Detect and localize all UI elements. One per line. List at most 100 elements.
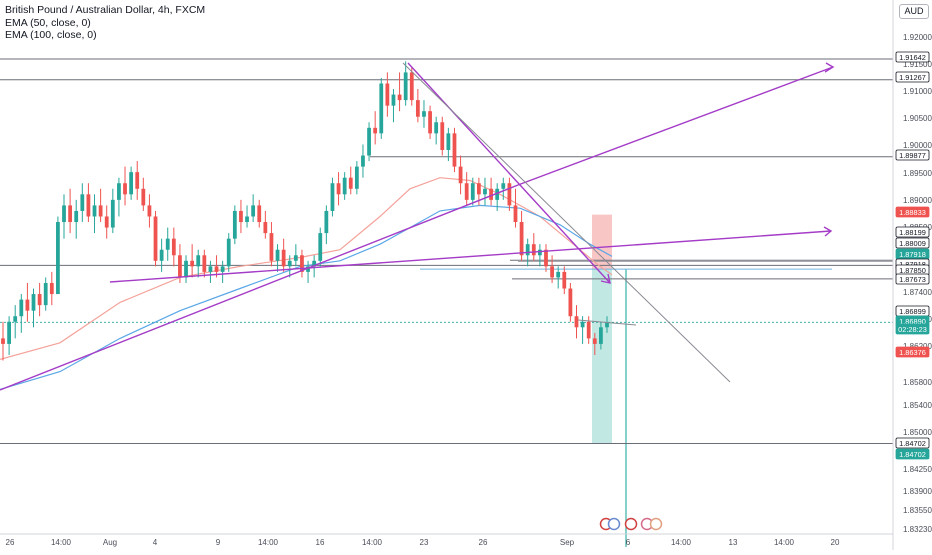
- candle[interactable]: [361, 144, 365, 178]
- candle[interactable]: [208, 260, 213, 283]
- candle[interactable]: [171, 227, 176, 267]
- candle[interactable]: [25, 282, 30, 322]
- price-label-badge[interactable]: 1.86899: [895, 305, 930, 317]
- candle[interactable]: [367, 122, 371, 162]
- candle[interactable]: [80, 183, 85, 223]
- price-label-badge[interactable]: 1.89877: [895, 149, 930, 161]
- candle[interactable]: [153, 210, 158, 267]
- candle[interactable]: [184, 255, 188, 283]
- price-label-badge[interactable]: 02:28:23: [895, 323, 930, 335]
- candle[interactable]: [440, 116, 445, 156]
- candle[interactable]: [56, 216, 60, 295]
- candle[interactable]: [19, 294, 24, 333]
- candle[interactable]: [403, 61, 408, 106]
- price-label-badge[interactable]: 1.91267: [895, 71, 930, 83]
- candle[interactable]: [190, 244, 195, 278]
- candle[interactable]: [574, 305, 579, 339]
- candle[interactable]: [562, 266, 567, 295]
- candle[interactable]: [257, 199, 262, 228]
- candle[interactable]: [104, 205, 109, 239]
- candle[interactable]: [391, 89, 396, 123]
- candle[interactable]: [293, 244, 298, 267]
- candle[interactable]: [324, 205, 329, 245]
- symbol-title[interactable]: British Pound / Australian Dollar, 4h, F…: [5, 4, 206, 16]
- price-label-badge[interactable]: 1.91642: [895, 51, 930, 63]
- trendline-support-extension[interactable]: [517, 66, 834, 186]
- trendline-grey[interactable]: [402, 62, 731, 383]
- candle[interactable]: [62, 194, 66, 239]
- candle[interactable]: [513, 188, 518, 228]
- candle[interactable]: [110, 188, 115, 234]
- candle[interactable]: [379, 77, 384, 139]
- candle[interactable]: [306, 260, 310, 283]
- candle[interactable]: [251, 194, 256, 223]
- ema-50-legend[interactable]: EMA (50, close, 0): [5, 16, 91, 29]
- candle[interactable]: [300, 249, 304, 278]
- candle[interactable]: [531, 233, 536, 261]
- candle[interactable]: [31, 288, 36, 328]
- ema-100-legend[interactable]: EMA (100, close, 0): [5, 29, 97, 41]
- price-label-badge[interactable]: 1.86376: [895, 346, 930, 358]
- candle[interactable]: [385, 72, 390, 117]
- candle[interactable]: [1, 321, 5, 361]
- candle[interactable]: [537, 244, 542, 267]
- candle[interactable]: [458, 155, 463, 195]
- event-flag-icon[interactable]: [624, 517, 638, 531]
- candle[interactable]: [544, 244, 548, 272]
- candle[interactable]: [220, 260, 225, 283]
- ema-100-line[interactable]: [0, 204, 613, 390]
- candle[interactable]: [495, 183, 500, 211]
- candle[interactable]: [135, 161, 140, 200]
- candle[interactable]: [348, 166, 353, 195]
- price-label-badge[interactable]: 1.88833: [895, 206, 930, 218]
- candle[interactable]: [373, 111, 378, 145]
- candle[interactable]: [568, 282, 573, 322]
- candle[interactable]: [342, 172, 347, 200]
- candle[interactable]: [275, 244, 280, 272]
- trendline-channel[interactable]: [109, 230, 832, 283]
- candle[interactable]: [605, 316, 609, 333]
- candle[interactable]: [287, 255, 292, 278]
- candle[interactable]: [336, 172, 341, 206]
- candle[interactable]: [470, 177, 475, 206]
- candle[interactable]: [117, 177, 121, 217]
- candle[interactable]: [599, 321, 603, 350]
- candle[interactable]: [196, 249, 201, 278]
- candle[interactable]: [507, 177, 512, 211]
- candle[interactable]: [129, 166, 134, 200]
- candle[interactable]: [409, 66, 414, 106]
- candle[interactable]: [428, 105, 432, 139]
- ema-50-line[interactable]: [0, 177, 613, 360]
- price-label-badge[interactable]: 1.88199: [895, 226, 930, 238]
- candle[interactable]: [318, 227, 323, 267]
- candle[interactable]: [74, 199, 79, 239]
- candle[interactable]: [489, 177, 493, 206]
- price-stub-line[interactable]: [577, 319, 637, 326]
- candle[interactable]: [202, 249, 207, 278]
- candle[interactable]: [141, 177, 146, 211]
- candle[interactable]: [165, 227, 170, 261]
- candle[interactable]: [269, 222, 274, 267]
- event-flag-icon[interactable]: [649, 517, 663, 531]
- candle[interactable]: [452, 127, 457, 173]
- candle[interactable]: [397, 72, 402, 112]
- candle[interactable]: [68, 188, 73, 234]
- candle[interactable]: [422, 100, 426, 128]
- candle[interactable]: [464, 172, 469, 206]
- price-label-badge[interactable]: 1.87673: [895, 273, 930, 285]
- candle[interactable]: [13, 305, 18, 339]
- candle[interactable]: [501, 177, 506, 200]
- candle[interactable]: [415, 89, 420, 123]
- price-label-badge[interactable]: 1.86890: [895, 315, 930, 327]
- candle[interactable]: [354, 161, 359, 195]
- event-flag-icon[interactable]: [607, 517, 621, 531]
- candle[interactable]: [159, 238, 164, 272]
- candle[interactable]: [550, 255, 554, 283]
- candle[interactable]: [43, 277, 48, 311]
- candle[interactable]: [556, 266, 561, 289]
- candle[interactable]: [37, 282, 42, 317]
- candle[interactable]: [98, 188, 103, 223]
- price-label-badge[interactable]: 1.87918: [895, 248, 930, 260]
- candle[interactable]: [86, 183, 91, 223]
